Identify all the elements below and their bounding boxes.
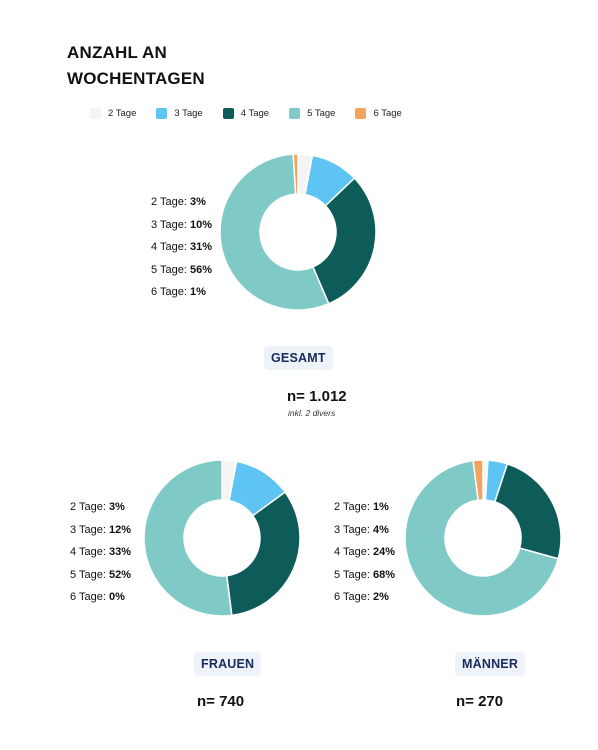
donut-slice-4-tage bbox=[493, 462, 562, 560]
legend-swatch bbox=[156, 108, 168, 119]
frauen-donut-chart bbox=[143, 459, 301, 617]
donut-slice-5-tage bbox=[404, 459, 560, 617]
title-line-1: ANZAHL AN bbox=[67, 43, 168, 62]
legend-item-3-tage: 3 Tage bbox=[156, 108, 203, 119]
legend-label: 5 Tage bbox=[307, 108, 336, 119]
title-line-2: WOCHENTAGEN bbox=[67, 69, 205, 88]
value-label-row: 6 Tage: 1% bbox=[151, 286, 206, 298]
value-label-row: 4 Tage: 24% bbox=[334, 546, 395, 558]
value-label-row: 2 Tage: 1% bbox=[334, 501, 389, 513]
maenner-label: MÄNNER bbox=[455, 652, 526, 676]
donut-slice-4-tage bbox=[311, 177, 377, 305]
value-label-row: 4 Tage: 33% bbox=[70, 546, 131, 558]
legend-swatch bbox=[355, 108, 367, 119]
value-label-row: 6 Tage: 0% bbox=[70, 591, 125, 603]
legend-swatch bbox=[90, 108, 101, 119]
maenner-value-labels: 2 Tage: 1% 3 Tage: 4% 4 Tage: 24% 5 Tage… bbox=[334, 496, 395, 609]
gesamt-donut-chart bbox=[219, 153, 377, 311]
value-label-row: 6 Tage: 2% bbox=[334, 591, 389, 603]
frauen-sample-size: n= 740 bbox=[197, 693, 245, 710]
legend-swatch bbox=[289, 108, 301, 119]
donut-slice-6-tage bbox=[472, 459, 484, 502]
legend-label: 6 Tage bbox=[373, 108, 402, 119]
gesamt-label: GESAMT bbox=[264, 346, 333, 370]
value-label-row: 2 Tage: 3% bbox=[151, 196, 206, 208]
donut-slice-6-tage bbox=[292, 153, 299, 195]
frauen-value-labels: 2 Tage: 3% 3 Tage: 12% 4 Tage: 33% 5 Tag… bbox=[70, 496, 131, 609]
gesamt-value-labels: 2 Tage: 3% 3 Tage: 10% 4 Tage: 31% 5 Tag… bbox=[151, 191, 212, 304]
chart-title: ANZAHL AN WOCHENTAGEN bbox=[67, 40, 205, 92]
legend-item-5-tage: 5 Tage bbox=[289, 108, 335, 119]
maenner-sample-size: n= 270 bbox=[456, 693, 504, 710]
frauen-label: FRAUEN bbox=[194, 652, 262, 676]
gesamt-sample-size: n= 1.012 bbox=[287, 388, 347, 405]
value-label-row: 3 Tage: 12% bbox=[70, 523, 131, 536]
value-label-row: 5 Tage: 52% bbox=[70, 568, 131, 581]
donut-slice-4-tage bbox=[225, 491, 301, 617]
legend-label: 3 Tage bbox=[174, 108, 203, 119]
legend-item-4-tage: 4 Tage bbox=[222, 108, 270, 119]
legend: 2 Tage 3 Tage 4 Tage 5 Tage 6 Tage bbox=[90, 108, 422, 119]
value-label-row: 5 Tage: 56% bbox=[151, 263, 212, 276]
legend-swatch bbox=[222, 108, 234, 119]
value-label-row: 3 Tage: 4% bbox=[334, 523, 389, 536]
maenner-donut-chart bbox=[404, 459, 562, 617]
value-label-row: 2 Tage: 3% bbox=[70, 501, 125, 513]
legend-item-6-tage: 6 Tage bbox=[355, 108, 402, 119]
value-label-row: 4 Tage: 31% bbox=[151, 241, 212, 253]
donut-slice-5-tage bbox=[143, 459, 233, 617]
donut-slice-5-tage bbox=[219, 153, 330, 311]
legend-item-2-tage: 2 Tage bbox=[90, 108, 136, 119]
legend-label: 4 Tage bbox=[240, 108, 270, 119]
legend-label: 2 Tage bbox=[108, 108, 137, 119]
gesamt-note: inkl. 2 divers bbox=[288, 408, 336, 418]
value-label-row: 3 Tage: 10% bbox=[151, 218, 212, 231]
value-label-row: 5 Tage: 68% bbox=[334, 568, 395, 581]
